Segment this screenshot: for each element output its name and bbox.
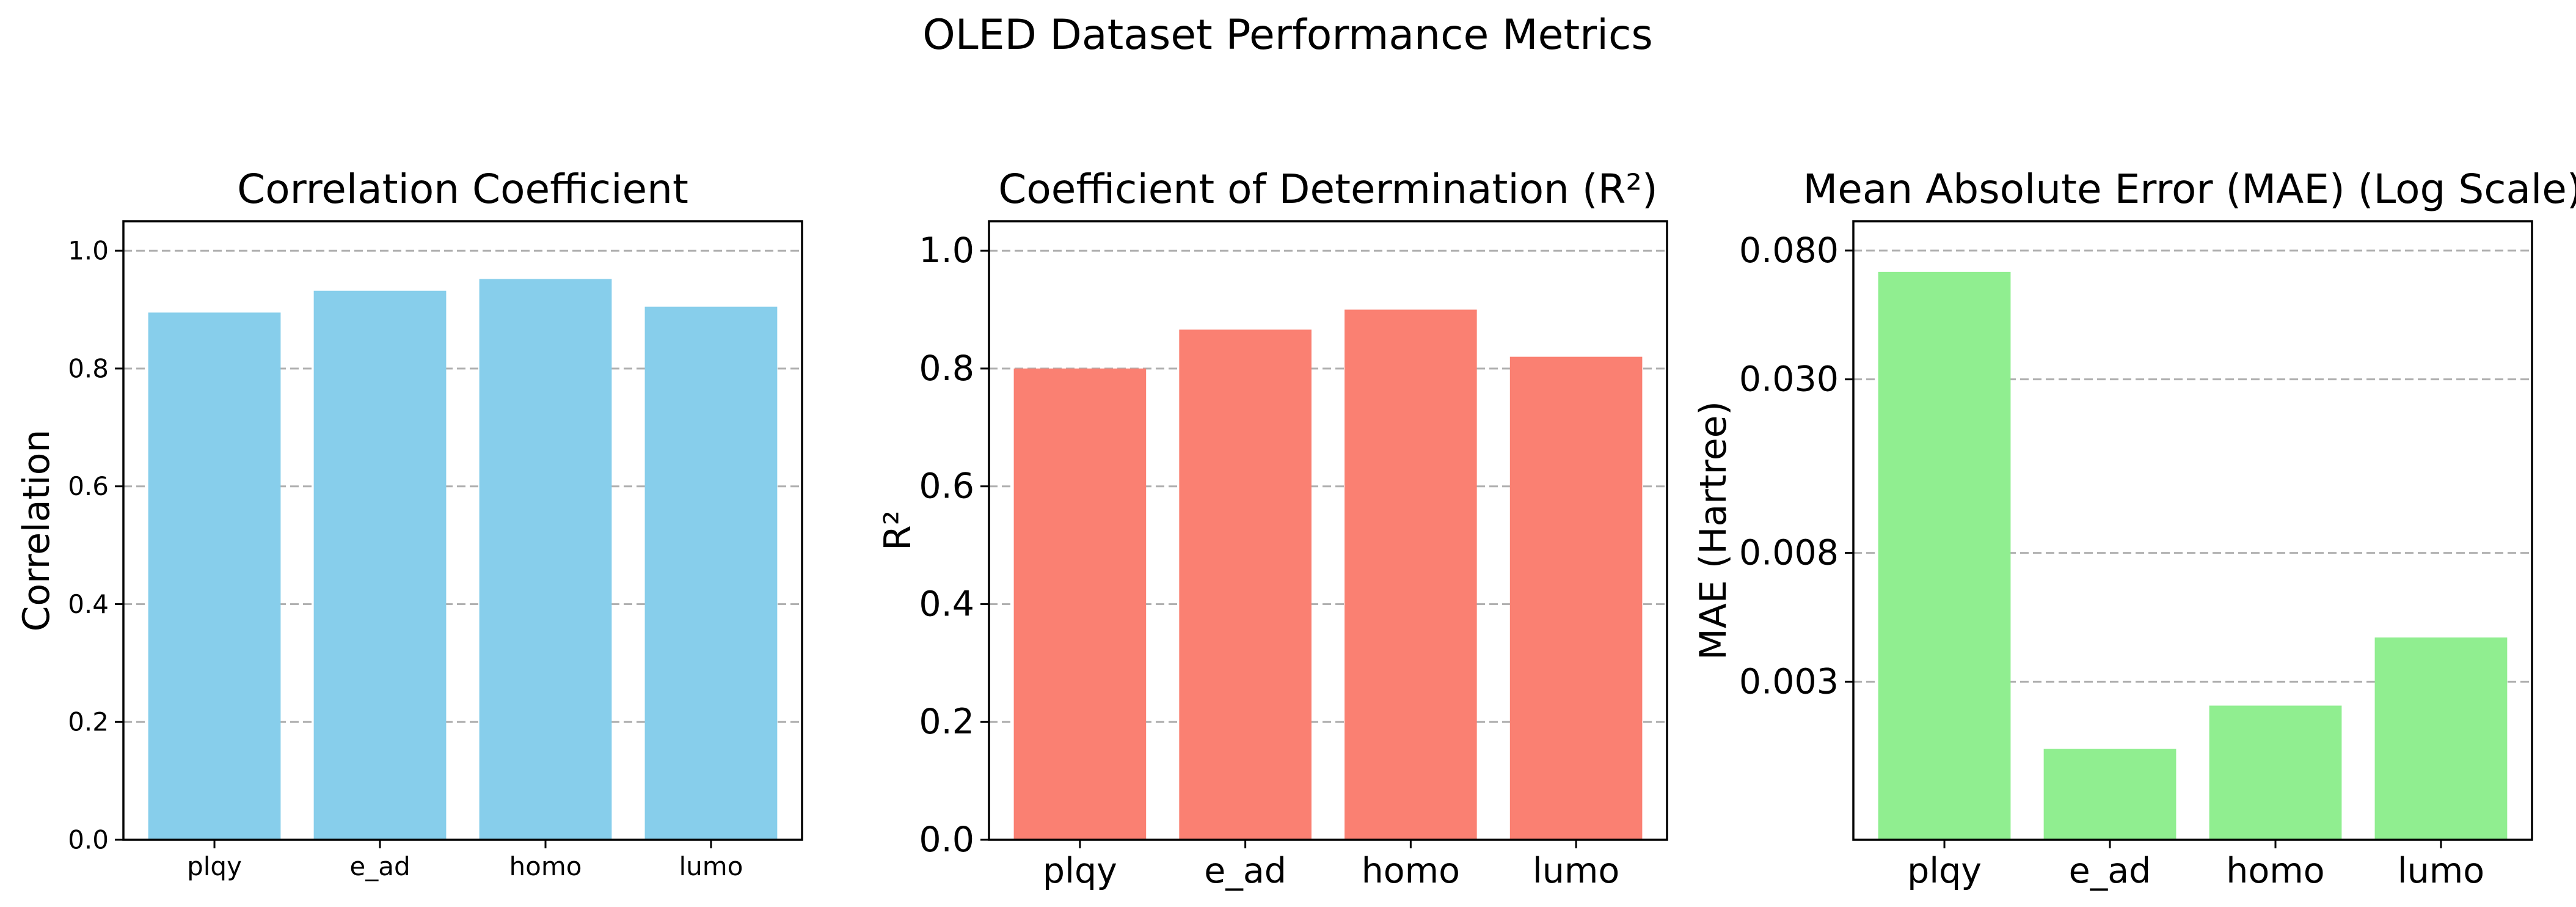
r2-ytick-label: 0.0 xyxy=(919,820,974,860)
mae-bar-homo xyxy=(2209,705,2342,840)
correlation-xtick-label: e_ad xyxy=(349,851,410,881)
correlation-ytick-label: 0.4 xyxy=(68,589,109,619)
correlation-xtick-label: plqy xyxy=(187,851,242,881)
correlation-bar-plqy xyxy=(148,312,281,840)
figure-title: OLED Dataset Performance Metrics xyxy=(922,11,1653,59)
mae-bar-plqy xyxy=(1878,271,2011,840)
r2-ytick-label: 1.0 xyxy=(919,230,974,271)
mae-title: Mean Absolute Error (MAE) (Log Scale) xyxy=(1803,166,2576,213)
correlation-ylabel: Correlation xyxy=(15,430,58,632)
correlation-xtick-label: lumo xyxy=(679,851,743,881)
correlation-ytick-label: 0.0 xyxy=(68,825,109,855)
r2-ylabel: R² xyxy=(877,510,919,551)
r2-xtick-label: homo xyxy=(1362,851,1460,891)
mae-bar-lumo xyxy=(2374,637,2508,840)
correlation-ytick-label: 0.2 xyxy=(68,707,109,737)
mae-axes-frame xyxy=(1852,220,2533,841)
mae-ylabel: MAE (Hartree) xyxy=(1692,401,1735,660)
correlation-ytick-label: 0.8 xyxy=(68,353,109,383)
r2-bar-plqy xyxy=(1013,368,1147,840)
r2-xtick-label: lumo xyxy=(1533,851,1619,891)
mae-xtick-label: plqy xyxy=(1907,851,1982,891)
correlation-bar-homo xyxy=(479,279,612,840)
r2-ytick-label: 0.6 xyxy=(919,466,974,507)
mae-ytick-label: 0.008 xyxy=(1739,533,1839,573)
r2-ytick-label: 0.4 xyxy=(919,584,974,624)
mae-xtick-label: e_ad xyxy=(2069,851,2151,891)
r2-title: Coefficient of Determination (R²) xyxy=(998,166,1657,213)
correlation-xtick-label: homo xyxy=(509,851,582,881)
correlation-bar-e_ad xyxy=(313,290,447,840)
r2-axes-frame xyxy=(988,220,1668,841)
correlation-ytick-label: 1.0 xyxy=(68,236,109,266)
mae-ytick-label: 0.003 xyxy=(1739,661,1839,702)
correlation-bar-lumo xyxy=(644,306,778,840)
r2-ytick-label: 0.2 xyxy=(919,702,974,742)
r2-bar-lumo xyxy=(1509,356,1643,840)
r2-bar-homo xyxy=(1345,309,1477,840)
r2-ytick-label: 0.8 xyxy=(919,348,974,389)
r2-panel: 0.0 0.2 0.4 0.6 0.8 1.0 plqy e_ad homo lumo Coeffi… xyxy=(877,166,1668,891)
mae-xtick-label: homo xyxy=(2226,851,2324,891)
mae-ytick-label: 0.080 xyxy=(1739,230,1839,271)
correlation-axes-frame xyxy=(122,220,803,841)
correlation-ytick-label: 0.6 xyxy=(68,471,109,501)
mae-ytick-label: 0.030 xyxy=(1739,359,1839,400)
mae-panel: 0.003 0.008 0.030 0.080 plqy e_ad homo lumo Mean… xyxy=(1692,166,2576,891)
correlation-panel: 0.0 0.2 0.4 0.6 0.8 1.0 plqy e_ad homo lumo Correl… xyxy=(15,166,803,881)
mae-bar-e_ad xyxy=(2043,749,2176,840)
r2-bar-e_ad xyxy=(1179,329,1312,840)
r2-xtick-label: plqy xyxy=(1043,851,1117,891)
correlation-title: Correlation Coefficient xyxy=(237,166,688,213)
r2-xtick-label: e_ad xyxy=(1204,851,1286,891)
mae-xtick-label: lumo xyxy=(2398,851,2484,891)
